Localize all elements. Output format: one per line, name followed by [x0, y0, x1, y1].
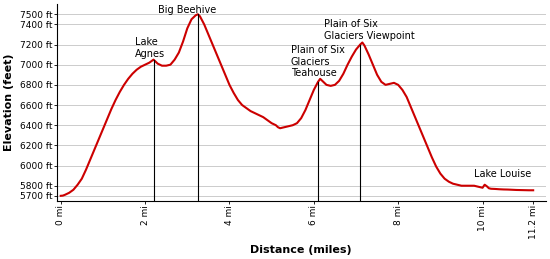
Text: Big Beehive: Big Beehive — [158, 5, 216, 15]
Text: Lake
Agnes: Lake Agnes — [135, 37, 164, 59]
Text: Plain of Six
Glaciers Viewpoint: Plain of Six Glaciers Viewpoint — [324, 19, 415, 41]
X-axis label: Distance (miles): Distance (miles) — [250, 245, 352, 255]
Y-axis label: Elevation (feet): Elevation (feet) — [4, 54, 14, 151]
Text: Lake Louise: Lake Louise — [474, 169, 531, 179]
Text: Plain of Six
Glaciers
Teahouse: Plain of Six Glaciers Teahouse — [290, 45, 344, 78]
